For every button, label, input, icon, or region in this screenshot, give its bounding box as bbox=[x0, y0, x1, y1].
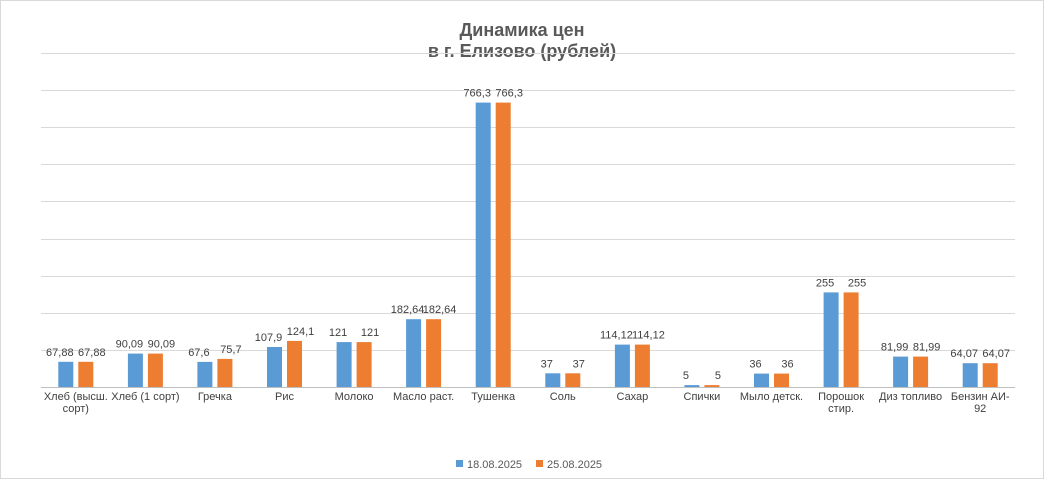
bar bbox=[982, 363, 998, 387]
data-label: 67,88 bbox=[46, 347, 74, 359]
legend-swatch bbox=[536, 460, 543, 467]
bar bbox=[197, 361, 213, 387]
category-label: Сахар bbox=[617, 391, 649, 403]
category-label: Рис bbox=[275, 391, 294, 403]
bar bbox=[147, 353, 163, 387]
category-label: Хлеб (1 сорт) bbox=[111, 391, 179, 403]
bar bbox=[356, 342, 372, 387]
bar bbox=[495, 102, 511, 387]
bar bbox=[823, 292, 839, 387]
bar bbox=[684, 385, 700, 387]
data-label: 5 bbox=[715, 370, 721, 382]
data-label: 121 bbox=[361, 327, 379, 339]
data-label: 64,07 bbox=[950, 348, 978, 360]
category-label: Спички bbox=[684, 391, 721, 403]
category-label: Хлеб (высш. bbox=[44, 391, 108, 403]
category-label: Бензин АИ- bbox=[951, 391, 1010, 403]
data-label: 37 bbox=[541, 358, 553, 370]
bar bbox=[267, 347, 282, 387]
data-label: 36 bbox=[781, 359, 793, 371]
data-label: 766,3 bbox=[495, 88, 523, 100]
category-label: Масло раст. bbox=[393, 391, 454, 403]
bar bbox=[754, 373, 769, 387]
legend-swatch bbox=[456, 460, 463, 467]
bar bbox=[406, 319, 422, 387]
bar bbox=[704, 385, 720, 387]
data-label: 255 bbox=[816, 277, 834, 289]
bar bbox=[962, 363, 978, 387]
legend-label: 18.08.2025 bbox=[467, 459, 522, 471]
data-label: 81,99 bbox=[913, 342, 941, 354]
data-label: 5 bbox=[683, 370, 689, 382]
data-label: 67,88 bbox=[78, 347, 106, 359]
data-label: 90,09 bbox=[148, 339, 176, 351]
data-label: 37 bbox=[573, 358, 585, 370]
category-label: сорт) bbox=[63, 403, 89, 415]
data-label: 107,9 bbox=[255, 332, 283, 344]
category-label: 92 bbox=[974, 403, 986, 415]
bar bbox=[634, 344, 650, 387]
data-label: 64,07 bbox=[982, 348, 1010, 360]
category-label: Соль bbox=[550, 391, 576, 403]
bar bbox=[426, 319, 442, 387]
data-label: 114,12 bbox=[632, 330, 665, 342]
category-labels: Хлеб (высш.сорт) Хлеб (1 сорт) Гречка Рис Мо… bbox=[44, 391, 1010, 415]
category-label: Тушенка bbox=[471, 391, 516, 403]
data-label: 124,1 bbox=[287, 326, 315, 338]
legend-label: 25.08.2025 bbox=[547, 459, 602, 471]
bar bbox=[893, 356, 909, 387]
data-label: 121 bbox=[329, 327, 347, 339]
data-label: 90,09 bbox=[116, 339, 144, 351]
bar bbox=[475, 102, 491, 387]
bar bbox=[565, 373, 581, 387]
data-label: 182,64 bbox=[391, 304, 425, 316]
category-label: Гречка bbox=[198, 391, 233, 403]
bar bbox=[336, 342, 352, 387]
bar bbox=[78, 361, 94, 387]
legend: 18.08.2025 25.08.2025 bbox=[456, 459, 602, 471]
bar bbox=[127, 353, 143, 387]
data-label: 766,3 bbox=[463, 88, 491, 100]
category-label: стир. bbox=[828, 403, 854, 415]
gridlines bbox=[41, 53, 1015, 388]
bar bbox=[843, 292, 859, 387]
category-label: Молоко bbox=[335, 391, 374, 403]
data-labels: 67,88 67,88 90,09 90,09 67,6 75,7 107,9 124,1 12… bbox=[46, 88, 1010, 383]
bar bbox=[217, 358, 233, 387]
bar bbox=[287, 340, 302, 387]
data-label: 36 bbox=[749, 359, 761, 371]
data-label: 255 bbox=[848, 277, 866, 289]
bar bbox=[545, 373, 561, 387]
chart-title-line: Динамика цен bbox=[459, 20, 584, 40]
category-label: Порошок bbox=[818, 391, 864, 403]
bar bbox=[913, 356, 929, 387]
data-label: 81,99 bbox=[881, 342, 909, 354]
data-label: 67,6 bbox=[188, 347, 209, 359]
bar bbox=[58, 361, 74, 387]
data-label: 75,7 bbox=[220, 344, 241, 356]
bar bbox=[774, 373, 789, 387]
bars bbox=[58, 102, 998, 387]
data-label: 114,12 bbox=[600, 330, 633, 342]
data-label: 182,64 bbox=[423, 304, 457, 316]
bar bbox=[614, 344, 630, 387]
category-label: Диз топливо bbox=[879, 391, 942, 403]
chart-title-line: в г. Елизово (рублей) bbox=[428, 41, 616, 61]
category-label: Мыло детск. bbox=[740, 391, 803, 403]
